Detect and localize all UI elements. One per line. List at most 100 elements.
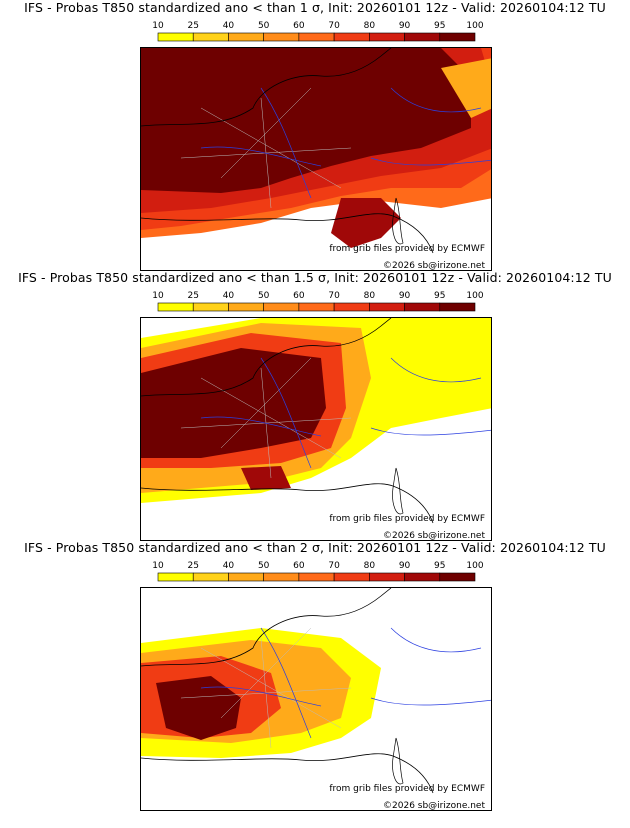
probability-field	[141, 48, 471, 193]
colorbar-bin	[192, 32, 229, 42]
coastline	[141, 213, 434, 254]
copyright-credit: ©2026 sb@irizone.net	[383, 801, 485, 811]
colorbar: 10 25 40 50 60 70 80 90 95 100	[152, 561, 484, 582]
coastline	[141, 483, 434, 524]
panel-title: IFS - Probas T850 standardized ano < tha…	[18, 270, 612, 285]
colorbar-tick-label: 90	[399, 291, 411, 301]
colorbar-tick-label: 100	[466, 291, 483, 301]
colorbar-bin	[263, 302, 300, 312]
panel-title: IFS - Probas T850 standardized ano < tha…	[24, 0, 606, 15]
river	[200, 686, 322, 707]
probability-field	[141, 348, 326, 458]
coastline	[141, 318, 392, 397]
probability-map: from grib files provided by ECMWF ©2026 …	[140, 317, 492, 541]
probability-field	[441, 58, 491, 118]
colorbar-tick-label: 95	[434, 21, 445, 31]
colorbar-bin	[263, 32, 300, 42]
colorbar-tick-label: 60	[293, 21, 305, 31]
colorbar-tick-label: 70	[328, 21, 340, 31]
probability-map: from grib files provided by ECMWF ©2026 …	[140, 587, 492, 811]
river	[370, 697, 491, 706]
colorbar-tick-label: 60	[293, 291, 305, 301]
colorbar-tick-label: 25	[187, 21, 198, 31]
map-panel-2: IFS - Probas T850 standardized ano < tha…	[0, 270, 630, 541]
river	[200, 416, 322, 437]
map-canvas	[141, 588, 491, 810]
colorbar-bin	[298, 302, 335, 312]
coastline	[141, 753, 434, 794]
colorbar-bin	[263, 572, 300, 582]
colorbar-tick-label: 90	[399, 561, 411, 571]
probability-field	[156, 676, 241, 740]
colorbar-tick-label: 70	[328, 291, 340, 301]
region-border	[200, 107, 342, 189]
colorbar-bin	[333, 32, 370, 42]
map-canvas	[141, 48, 491, 270]
colorbar-bin	[369, 32, 405, 42]
river	[200, 146, 322, 167]
colorbar-tick-label: 70	[328, 561, 340, 571]
island-coastline	[392, 197, 404, 245]
panel-title: IFS - Probas T850 standardized ano < tha…	[24, 540, 606, 555]
colorbar-tick-label: 50	[258, 561, 270, 571]
colorbar-tick-label: 10	[152, 561, 164, 571]
river	[260, 627, 312, 739]
probability-map: from grib files provided by ECMWF ©2026 …	[140, 47, 492, 271]
river	[370, 157, 491, 166]
river	[260, 87, 312, 199]
colorbar-tick-label: 80	[364, 21, 376, 31]
colorbar: 10 25 40 50 60 70 80 90 95 100	[152, 21, 484, 42]
colorbar-bin	[404, 302, 441, 312]
colorbar-tick-label: 100	[466, 561, 483, 571]
region-border	[220, 87, 312, 179]
map-panel-1: IFS - Probas T850 standardized ano < tha…	[0, 0, 630, 271]
colorbar-bin	[157, 302, 194, 312]
colorbar-bin	[333, 302, 370, 312]
colorbar: 10 25 40 50 60 70 80 90 95 100	[152, 291, 484, 312]
river	[390, 627, 482, 653]
island-coastline	[392, 467, 404, 515]
region-border	[200, 377, 342, 459]
river	[390, 357, 482, 383]
source-credit: from grib files provided by ECMWF	[329, 784, 485, 794]
island-coastline	[392, 737, 404, 785]
colorbar-bin	[192, 572, 229, 582]
colorbar-bin	[369, 302, 405, 312]
colorbar-bin	[404, 32, 441, 42]
colorbar-bin	[157, 32, 194, 42]
region-border	[220, 627, 312, 719]
probability-field	[331, 198, 401, 248]
map-canvas	[141, 318, 491, 540]
coastline	[141, 588, 392, 667]
region-border	[220, 357, 312, 449]
colorbar-bin	[228, 572, 264, 582]
copyright-credit: ©2026 sb@irizone.net	[383, 531, 485, 541]
colorbar-tick-label: 90	[399, 21, 411, 31]
colorbar-bin	[157, 572, 194, 582]
colorbar-bin	[333, 572, 370, 582]
probability-field	[241, 466, 291, 490]
colorbar-bin	[192, 302, 229, 312]
colorbar-tick-label: 80	[364, 291, 376, 301]
river	[390, 87, 482, 113]
copyright-credit: ©2026 sb@irizone.net	[383, 261, 485, 271]
colorbar-bin	[298, 572, 335, 582]
colorbar-tick-label: 10	[152, 21, 164, 31]
colorbar-tick-label: 10	[152, 291, 164, 301]
colorbar-bin	[439, 32, 476, 42]
colorbar-tick-label: 25	[187, 561, 198, 571]
colorbar-tick-label: 40	[223, 21, 235, 31]
source-credit: from grib files provided by ECMWF	[329, 514, 485, 524]
source-credit: from grib files provided by ECMWF	[329, 244, 485, 254]
map-panel-3: IFS - Probas T850 standardized ano < tha…	[0, 540, 630, 811]
colorbar-tick-label: 40	[223, 561, 235, 571]
region-border	[200, 647, 342, 729]
colorbar-tick-label: 80	[364, 561, 376, 571]
colorbar-bin	[439, 572, 476, 582]
colorbar-bin	[369, 572, 405, 582]
colorbar-tick-label: 25	[187, 291, 198, 301]
colorbar-tick-label: 100	[466, 21, 483, 31]
river	[260, 357, 312, 469]
river	[370, 427, 491, 436]
colorbar-bin	[298, 32, 335, 42]
